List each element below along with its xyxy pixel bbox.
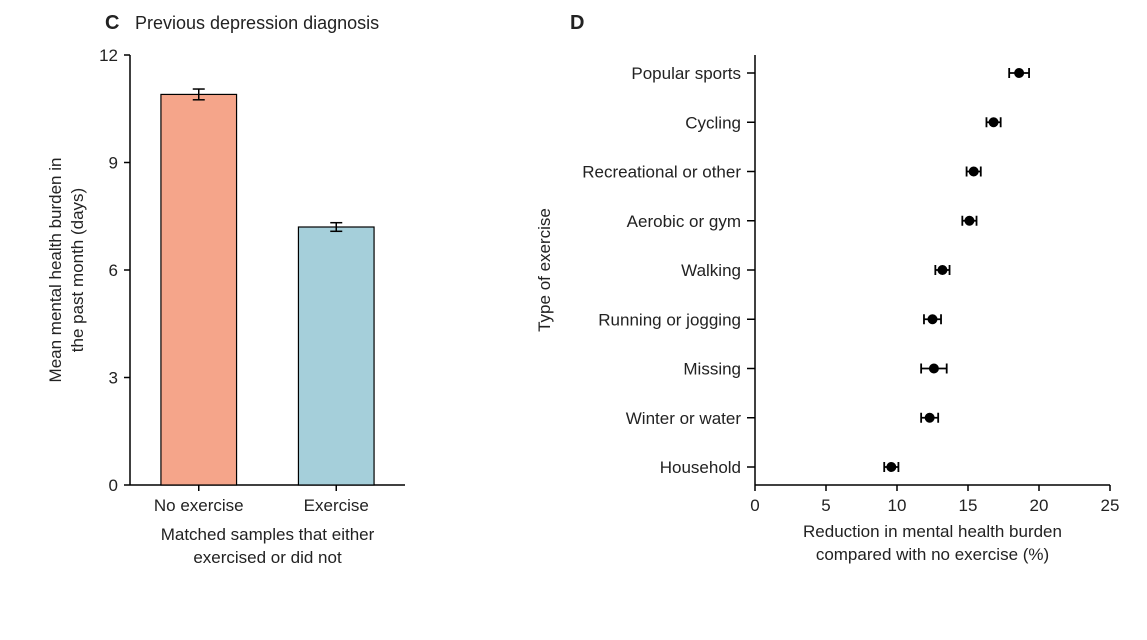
panel-d-xticklabel: 10: [888, 496, 907, 515]
panel-d-marker: [928, 314, 938, 324]
panel-c-bar: [161, 94, 237, 485]
panel-d-category-label: Recreational or other: [582, 163, 741, 182]
panel-c-xticklabel: Exercise: [304, 496, 369, 515]
svg-text:Type of exercise: Type of exercise: [535, 208, 554, 332]
panel-d-xticklabel: 0: [750, 496, 759, 515]
panel-d-xlabel: compared with no exercise (%): [816, 545, 1049, 564]
panel-c-yticklabel: 12: [99, 46, 118, 65]
panel-d-xticklabel: 15: [959, 496, 978, 515]
panel-c-xticklabel: No exercise: [154, 496, 244, 515]
panel-d-xlabel: Reduction in mental health burden: [803, 522, 1062, 541]
panel-d-marker: [925, 413, 935, 423]
panel-d-category-label: Popular sports: [631, 64, 741, 83]
panel-c-letter: C: [105, 12, 119, 34]
panel-d-marker: [929, 364, 939, 374]
panel-d-marker: [964, 216, 974, 226]
panel-d-marker: [937, 265, 947, 275]
figure-page: C Previous depression diagnosis 0 3 6 9 12 Mean…: [0, 0, 1147, 640]
panel-d-category-label: Aerobic or gym: [627, 212, 741, 231]
panel-d-marker: [1014, 68, 1024, 78]
panel-d-marker: [886, 462, 896, 472]
panel-d-xticklabel: 5: [821, 496, 830, 515]
panel-c-yticklabel: 6: [109, 261, 118, 280]
svg-text:Mean mental health burden in: Mean mental health burden in: [46, 158, 65, 383]
panel-c-bar: [298, 227, 374, 485]
panel-c-subtitle: Previous depression diagnosis: [135, 13, 379, 33]
panel-d-xticklabel: 20: [1030, 496, 1049, 515]
panel-c-ylabel: Mean mental health burden inthe past mon…: [46, 158, 87, 383]
panel-d-xticklabel: 25: [1101, 496, 1120, 515]
figure-svg: C Previous depression diagnosis 0 3 6 9 12 Mean…: [0, 0, 1147, 640]
panel-d-marker: [989, 117, 999, 127]
panel-d-category-label: Winter or water: [626, 409, 742, 428]
panel-d-marker: [969, 167, 979, 177]
panel-d-category-label: Walking: [681, 261, 741, 280]
panel-c-yticklabel: 0: [109, 476, 118, 495]
panel-c-yticklabel: 3: [109, 369, 118, 388]
panel-c-xlabel: exercised or did not: [193, 548, 342, 567]
panel-d-category-label: Cycling: [685, 113, 741, 132]
panel-d-letter: D: [570, 12, 584, 34]
svg-text:the past month (days): the past month (days): [68, 188, 87, 352]
panel-d-category-label: Household: [660, 458, 741, 477]
panel-d-ylabel: Type of exercise: [535, 208, 554, 332]
panel-c-yticklabel: 9: [109, 154, 118, 173]
panel-d-category-label: Running or jogging: [598, 310, 741, 329]
panel-d-category-label: Missing: [683, 360, 741, 379]
panel-c-xlabel: Matched samples that either: [161, 525, 375, 544]
